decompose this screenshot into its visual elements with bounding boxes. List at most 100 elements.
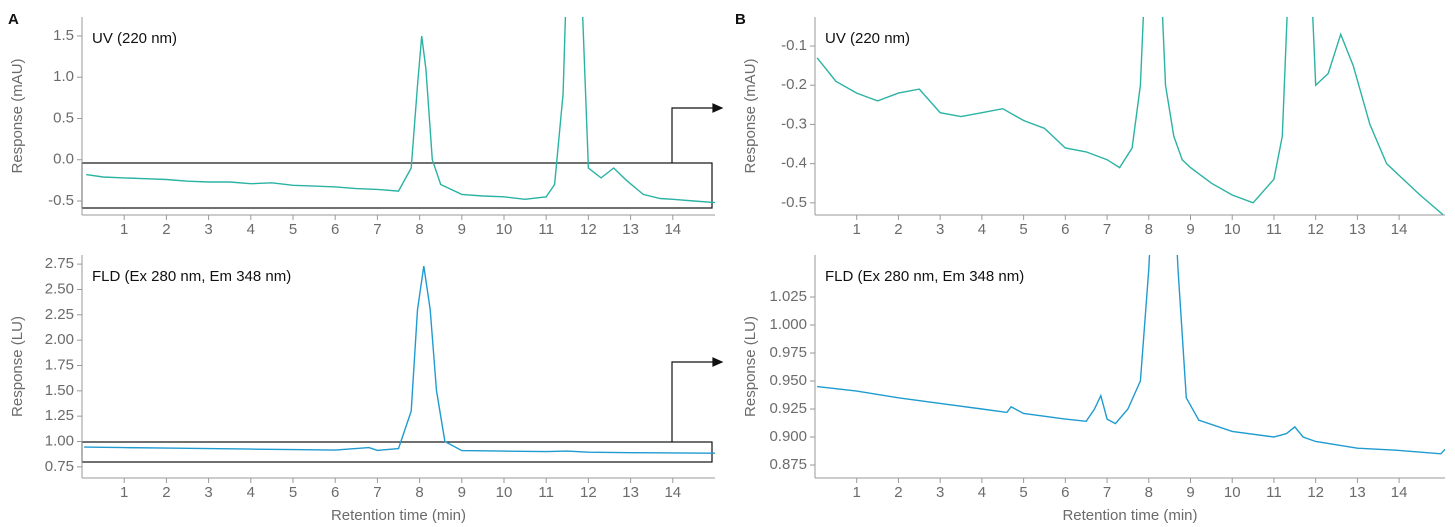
x-tick-label: 12: [580, 484, 597, 501]
y-tick-label: -0.2: [781, 76, 807, 93]
y-tick-label: 1.025: [769, 288, 807, 305]
y-axis-label: Response (LU): [742, 316, 759, 417]
trace-label: UV (220 nm): [825, 30, 910, 47]
x-tick-label: 9: [1186, 221, 1194, 238]
zoom-arrow: [671, 107, 716, 163]
x-tick-label: 5: [1019, 484, 1027, 501]
x-tick-label: 2: [162, 221, 170, 238]
y-tick-label: 2.75: [45, 255, 74, 272]
x-tick-label: 8: [415, 221, 423, 238]
x-tick-label: 13: [622, 221, 639, 238]
y-tick-label: 0.900: [769, 428, 807, 445]
y-axis-label: Response (mAU): [742, 58, 759, 173]
x-tick-label: 8: [1145, 484, 1153, 501]
y-tick-label: 1.25: [45, 407, 74, 424]
arrow-head: [712, 357, 724, 367]
x-tick-label: 6: [331, 221, 339, 238]
x-tick-label: 9: [458, 484, 466, 501]
x-tick-label: 10: [496, 484, 513, 501]
panel-label: A: [8, 11, 19, 28]
x-tick-label: 10: [1224, 221, 1241, 238]
x-tick-label: 1: [853, 221, 861, 238]
trace-label: FLD (Ex 280 nm, Em 348 nm): [92, 268, 291, 285]
x-tick-label: 1: [853, 484, 861, 501]
x-tick-label: 14: [664, 221, 681, 238]
y-tick-label: -0.3: [781, 115, 807, 132]
x-tick-label: 8: [415, 484, 423, 501]
y-tick-label: 1.75: [45, 356, 74, 373]
x-tick-label: 13: [622, 484, 639, 501]
x-tick-label: 14: [1391, 221, 1408, 238]
x-tick-label: 6: [1061, 484, 1069, 501]
x-tick-label: 7: [373, 221, 381, 238]
y-tick-label: 1.000: [769, 316, 807, 333]
x-tick-label: 4: [978, 484, 986, 501]
x-tick-label: 8: [1145, 221, 1153, 238]
x-tick-label: 5: [289, 484, 297, 501]
x-tick-label: 5: [1019, 221, 1027, 238]
y-axis-label: Response (LU): [9, 316, 26, 417]
trace: [86, 17, 715, 204]
y-tick-label: 1.50: [45, 382, 74, 399]
panel-label: B: [735, 11, 746, 28]
y-tick-label: 0.975: [769, 344, 807, 361]
y-tick-label: 2.50: [45, 280, 74, 297]
x-tick-label: 11: [538, 484, 554, 501]
x-tick-label: 11: [538, 221, 554, 238]
x-axis-label: Retention time (min): [331, 507, 466, 524]
trace: [817, 255, 1445, 455]
x-tick-label: 13: [1349, 484, 1366, 501]
x-tick-label: 11: [1266, 221, 1282, 238]
y-tick-label: 0.5: [53, 109, 74, 126]
x-tick-label: 5: [289, 221, 297, 238]
y-tick-label: 0.875: [769, 456, 807, 473]
x-tick-label: 4: [247, 484, 255, 501]
y-tick-label: 1.0: [53, 68, 74, 85]
y-tick-label: 0.0: [53, 151, 74, 168]
y-axis-label: Response (mAU): [9, 58, 26, 173]
x-tick-label: 2: [894, 484, 902, 501]
y-tick-label: 1.00: [45, 432, 74, 449]
x-tick-label: 2: [162, 484, 170, 501]
x-tick-label: 1: [120, 221, 128, 238]
x-tick-label: 12: [1307, 221, 1324, 238]
x-tick-label: 6: [1061, 221, 1069, 238]
y-tick-label: -0.1: [781, 37, 807, 54]
y-tick-label: 1.5: [53, 27, 74, 44]
x-tick-label: 6: [331, 484, 339, 501]
x-tick-label: 4: [978, 221, 986, 238]
trace-label: FLD (Ex 280 nm, Em 348 nm): [825, 268, 1024, 285]
x-axis-label: Retention time (min): [1062, 507, 1197, 524]
y-tick-label: -0.4: [781, 155, 807, 172]
x-tick-label: 10: [1224, 484, 1241, 501]
y-tick-label: 2.00: [45, 331, 74, 348]
x-tick-label: 4: [247, 221, 255, 238]
x-tick-label: 9: [458, 221, 466, 238]
x-tick-label: 3: [936, 484, 944, 501]
y-tick-label: 2.25: [45, 306, 74, 323]
x-tick-label: 14: [1391, 484, 1408, 501]
trace-label: UV (220 nm): [92, 30, 177, 47]
zoom-arrow: [671, 361, 716, 442]
arrow-head: [712, 103, 724, 113]
trace: [816, 17, 1444, 215]
x-tick-label: 12: [580, 221, 597, 238]
x-tick-label: 11: [1266, 484, 1282, 501]
y-tick-label: 0.925: [769, 400, 807, 417]
x-tick-label: 12: [1307, 484, 1324, 501]
x-tick-label: 3: [936, 221, 944, 238]
x-tick-label: 14: [664, 484, 681, 501]
x-tick-label: 2: [894, 221, 902, 238]
x-tick-label: 3: [204, 221, 212, 238]
y-tick-label: 0.75: [45, 458, 74, 475]
y-tick-label: -0.5: [781, 194, 807, 211]
y-tick-label: 0.950: [769, 372, 807, 389]
zoom-box: [81, 162, 713, 209]
x-tick-label: 3: [204, 484, 212, 501]
x-tick-label: 1: [120, 484, 128, 501]
y-tick-label: -0.5: [48, 192, 74, 209]
x-tick-label: 10: [496, 221, 513, 238]
x-tick-label: 13: [1349, 221, 1366, 238]
trace: [84, 265, 715, 454]
